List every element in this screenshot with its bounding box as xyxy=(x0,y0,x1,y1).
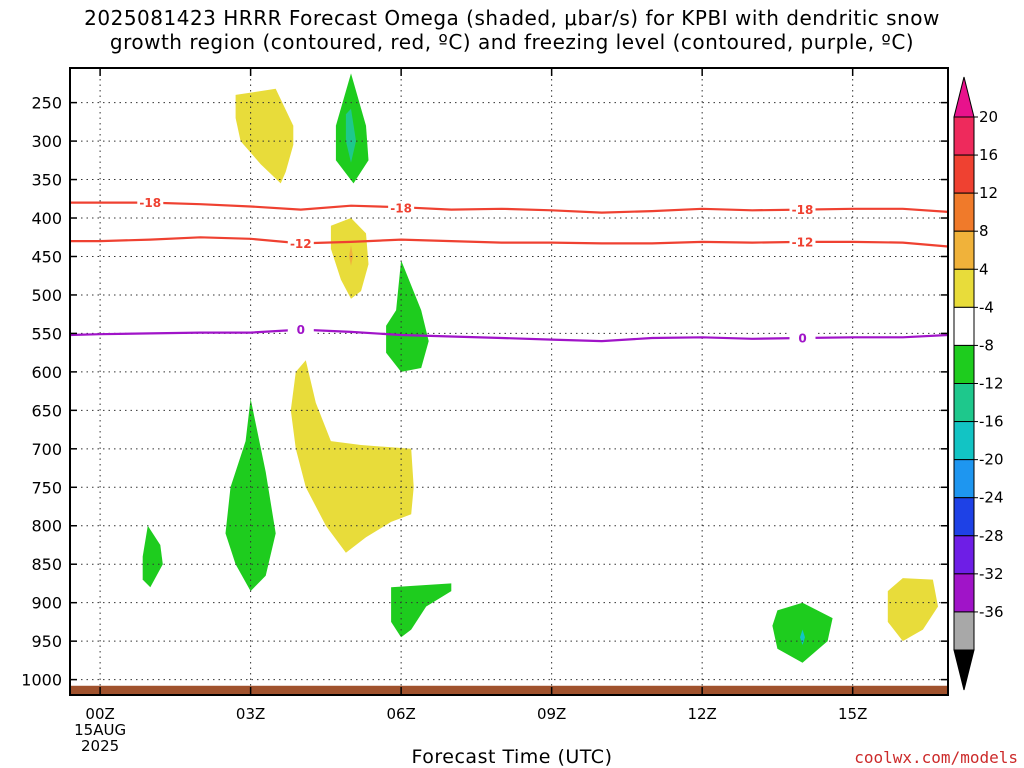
y-axis-ticks: 250 300 350 400 450 500 550 600 650 700 750 800 850 9… xyxy=(21,94,948,690)
contour-label-bg xyxy=(789,202,816,217)
y-tick-label: 600 xyxy=(31,363,62,382)
colorbar-swatch xyxy=(953,116,975,156)
y-tick-label: 1000 xyxy=(21,671,62,690)
chart-title-line-2: growth region (contoured, red, ºC) and f… xyxy=(109,30,915,54)
y-tick-label: 400 xyxy=(31,209,62,228)
colorbar-swatch xyxy=(953,573,975,613)
colorbar-swatch xyxy=(953,383,975,423)
omega-region-11 xyxy=(800,629,805,645)
colorbar-swatch xyxy=(953,192,975,232)
colorbar-top-triangle xyxy=(953,76,975,118)
chart-title: 2025081423 HRRR Forecast Omega (shaded, … xyxy=(0,6,1024,54)
contour-line--12 xyxy=(70,236,949,248)
colorbar-label: 12 xyxy=(979,184,998,202)
y-tick-label: 700 xyxy=(31,440,62,459)
contour-label: -12 xyxy=(792,235,814,249)
contour-label: -18 xyxy=(792,203,814,217)
omega-region-6 xyxy=(290,360,414,553)
contour-label: -18 xyxy=(390,202,412,216)
y-tick-label: 500 xyxy=(31,286,62,305)
colorbar-swatch xyxy=(953,344,975,384)
colorbar-label: -20 xyxy=(979,451,1004,469)
omega-region-2 xyxy=(345,108,356,163)
colorbar-label: -24 xyxy=(979,489,1004,507)
colorbar-label: -4 xyxy=(979,298,994,316)
contour-label-bg xyxy=(137,195,164,210)
x-tick-label: 12Z xyxy=(687,705,716,723)
y-tick-label: 950 xyxy=(31,632,62,651)
omega-region-8 xyxy=(142,525,163,588)
colorbar-swatch xyxy=(953,535,975,575)
colorbar-label: -16 xyxy=(979,413,1004,431)
ground-bar xyxy=(70,685,948,695)
colorbar-label: 4 xyxy=(979,260,989,278)
colorbar-label: 20 xyxy=(979,108,998,126)
x-axis-label: Forecast Time (UTC) xyxy=(411,746,613,768)
y-tick-label: 650 xyxy=(31,401,62,420)
omega-region-5 xyxy=(386,260,429,372)
colorbar: 20 16 12 8 4 -4 -8 -12 -16 -20 -24 -28 -32 -36 xyxy=(953,76,1004,691)
contour-label-bg xyxy=(287,236,314,251)
contour-line--18 xyxy=(70,201,949,214)
contour-label: -18 xyxy=(139,196,161,210)
omega-region-0 xyxy=(235,88,294,184)
colorbar-label: 16 xyxy=(979,146,998,164)
y-tick-label: 850 xyxy=(31,555,62,574)
x-tick-label: 09Z xyxy=(537,705,566,723)
colorbar-bottom-triangle xyxy=(953,649,975,691)
y-tick-label: 450 xyxy=(31,247,62,266)
y-tick-label: 300 xyxy=(31,132,62,151)
chart-title-line-1: 2025081423 HRRR Forecast Omega (shaded, … xyxy=(84,6,940,30)
contour-line-0 xyxy=(69,328,949,343)
contour-label-bg xyxy=(287,322,314,337)
contour-label: 0 xyxy=(297,323,305,337)
omega-region-12 xyxy=(887,578,938,642)
omega-shading-layer xyxy=(142,73,938,663)
colorbar-label: -36 xyxy=(979,603,1004,621)
colorbar-label: -28 xyxy=(979,527,1004,545)
y-tick-label: 750 xyxy=(31,478,62,497)
omega-region-9 xyxy=(391,583,452,638)
y-tick-label: 550 xyxy=(31,324,62,343)
colorbar-swatch xyxy=(953,230,975,270)
contour-label: -12 xyxy=(290,237,312,251)
colorbar-label: -8 xyxy=(979,336,994,354)
x-tick-label: 2025 xyxy=(81,737,119,755)
contour-label-bg xyxy=(789,234,816,249)
contour-label-bg xyxy=(789,331,816,346)
colorbar-swatch xyxy=(953,268,975,308)
contour-layer: -18 -18 -18 -12 -12 0 0 xyxy=(69,195,949,346)
x-tick-label: 00Z xyxy=(85,705,114,723)
colorbar-swatch xyxy=(953,611,975,651)
credit-text: coolwx.com/models xyxy=(854,748,1018,767)
colorbar-swatch xyxy=(953,154,975,194)
colorbar-swatch xyxy=(953,459,975,499)
y-tick-label: 800 xyxy=(31,517,62,536)
y-tick-label: 250 xyxy=(31,94,62,113)
colorbar-swatch xyxy=(953,421,975,461)
x-tick-label: 06Z xyxy=(386,705,415,723)
colorbar-label: -32 xyxy=(979,565,1004,583)
omega-region-7 xyxy=(225,398,276,592)
grid-layer xyxy=(70,68,948,695)
colorbar-swatch xyxy=(953,306,975,346)
y-tick-label: 350 xyxy=(31,171,62,190)
colorbar-label: 8 xyxy=(979,222,989,240)
x-tick-label: 03Z xyxy=(236,705,265,723)
contour-label: 0 xyxy=(798,332,806,346)
contour-label-bg xyxy=(388,201,415,216)
y-tick-label: 900 xyxy=(31,594,62,613)
colorbar-swatch xyxy=(953,497,975,537)
x-tick-label: 15AUG xyxy=(74,721,126,739)
x-tick-label: 15Z xyxy=(838,705,867,723)
omega-region-4 xyxy=(349,244,353,266)
plot-frame xyxy=(69,67,949,696)
colorbar-label: -12 xyxy=(979,375,1004,393)
